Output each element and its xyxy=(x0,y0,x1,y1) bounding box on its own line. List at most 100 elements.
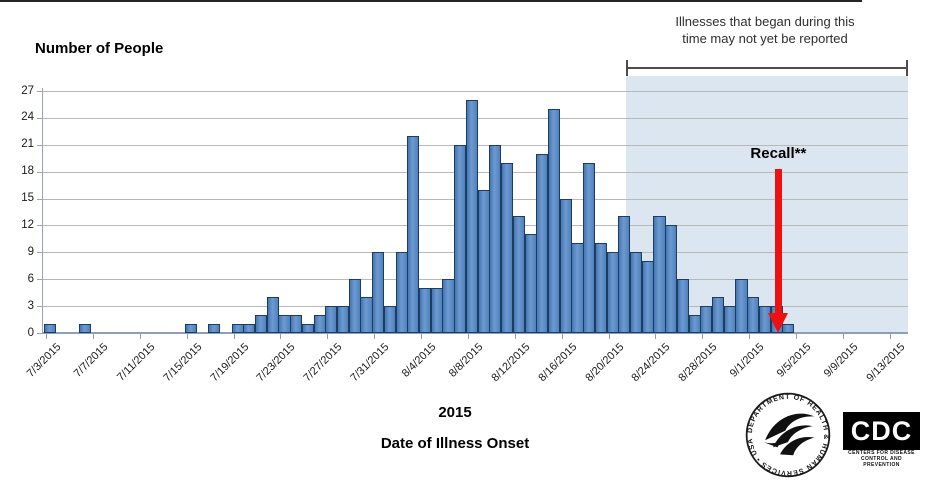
cdc-logo-box: CDC xyxy=(843,412,920,450)
cdc-acronym: CDC xyxy=(850,416,913,446)
x-axis-line xyxy=(42,332,908,334)
y-axis-tick xyxy=(37,306,42,308)
y-axis-tick xyxy=(37,144,42,146)
x-axis-tick xyxy=(233,334,235,339)
bar xyxy=(266,297,279,333)
bar xyxy=(301,324,314,333)
x-axis-tick xyxy=(842,334,844,339)
bar xyxy=(430,288,443,333)
cdc-logo: CDC CENTERS FOR DISEASE CONTROL AND PREV… xyxy=(843,412,920,468)
x-tick-label: 8/24/2015 xyxy=(629,341,673,385)
x-axis-tick xyxy=(655,334,657,339)
bar xyxy=(360,297,373,333)
y-tick-label: 12 xyxy=(21,218,34,231)
not-yet-reported-annotation: Illnesses that began during this time ma… xyxy=(615,13,915,47)
recall-arrow-head xyxy=(768,313,789,333)
y-axis-tick xyxy=(37,171,42,173)
x-axis-title: Date of Illness Onset xyxy=(380,435,530,452)
cdc-name-line-2: CONTROL AND PREVENTION xyxy=(860,456,903,468)
recall-label: Recall** xyxy=(750,145,807,162)
x-tick-label: 7/27/2015 xyxy=(301,341,345,385)
y-tick-label: 27 xyxy=(21,84,34,97)
hhs-eagle-icon xyxy=(763,413,815,456)
bar xyxy=(231,324,244,333)
y-axis-tick xyxy=(37,333,42,334)
bar xyxy=(407,135,420,333)
x-tick-label: 7/7/2015 xyxy=(71,341,111,380)
x-tick-label: 9/13/2015 xyxy=(864,341,908,385)
recall-arrow-shaft xyxy=(774,169,782,313)
bar xyxy=(712,297,725,333)
bar xyxy=(348,279,361,333)
x-tick-label: 9/5/2015 xyxy=(774,341,814,380)
x-axis-tick xyxy=(608,334,610,339)
y-tick-label: 9 xyxy=(27,245,34,258)
bar xyxy=(583,162,596,333)
bar xyxy=(477,189,490,333)
x-tick-label: 8/28/2015 xyxy=(676,341,720,385)
x-axis-tick xyxy=(46,334,47,339)
bar xyxy=(512,216,525,333)
x-tick-label: 8/4/2015 xyxy=(399,341,439,380)
bar xyxy=(208,324,221,333)
y-tick-label: 18 xyxy=(21,165,34,178)
x-tick-label: 7/15/2015 xyxy=(161,341,205,385)
bar xyxy=(524,234,537,333)
y-axis-tick xyxy=(37,117,42,119)
bar xyxy=(559,198,572,333)
bracket-line xyxy=(626,67,907,69)
x-axis-tick xyxy=(280,334,282,339)
bar xyxy=(454,144,467,333)
bar xyxy=(747,297,760,333)
x-tick-label: 9/9/2015 xyxy=(821,341,861,380)
x-axis-tick xyxy=(749,334,751,339)
bar xyxy=(254,315,268,333)
bar xyxy=(700,306,713,333)
x-axis-tick xyxy=(374,334,376,339)
bar xyxy=(44,324,57,333)
x-tick-label: 8/8/2015 xyxy=(446,341,486,380)
annotation-line-1: Illnesses that began during this xyxy=(675,14,855,29)
x-tick-label: 7/23/2015 xyxy=(254,341,298,385)
bar xyxy=(594,243,607,333)
bar xyxy=(79,324,92,333)
x-axis-tick xyxy=(421,334,423,339)
bar xyxy=(536,153,549,333)
hhs-seal-logo: DEPARTMENT OF HEALTH & HUMAN SERVICES • … xyxy=(745,392,831,478)
bar xyxy=(547,108,561,333)
x-tick-label: 8/20/2015 xyxy=(582,341,627,385)
y-axis-tick xyxy=(37,252,42,254)
cdc-name-line-1: CENTERS FOR DISEASE xyxy=(848,450,915,456)
gridline xyxy=(42,91,908,92)
x-axis-tick xyxy=(514,334,516,339)
bracket-right-cap xyxy=(906,60,908,76)
bar xyxy=(653,216,666,333)
bar xyxy=(465,99,479,333)
x-axis-tick xyxy=(702,334,704,339)
bar xyxy=(325,306,338,333)
y-tick-label: 0 xyxy=(27,326,34,339)
y-tick-label: 6 xyxy=(27,272,34,285)
x-axis-tick xyxy=(92,334,94,339)
bar xyxy=(688,315,701,333)
y-axis-title: Number of People xyxy=(35,40,164,57)
x-tick-label: 8/16/2015 xyxy=(536,341,580,385)
bar xyxy=(278,315,291,333)
bar xyxy=(723,306,736,333)
bar xyxy=(630,252,643,333)
bar xyxy=(313,315,326,333)
bar xyxy=(290,315,303,333)
x-axis-tick xyxy=(561,334,563,339)
bar xyxy=(442,279,455,333)
x-tick-label: 8/12/2015 xyxy=(489,341,533,385)
top-border-line xyxy=(0,0,862,2)
y-axis-tick xyxy=(37,91,42,92)
x-axis-tick xyxy=(889,334,891,339)
bar xyxy=(184,324,197,333)
x-axis-tick xyxy=(467,334,469,339)
y-axis-tick xyxy=(37,198,42,200)
bar xyxy=(395,252,408,333)
annotation-line-2: time may not yet be reported xyxy=(682,31,848,46)
